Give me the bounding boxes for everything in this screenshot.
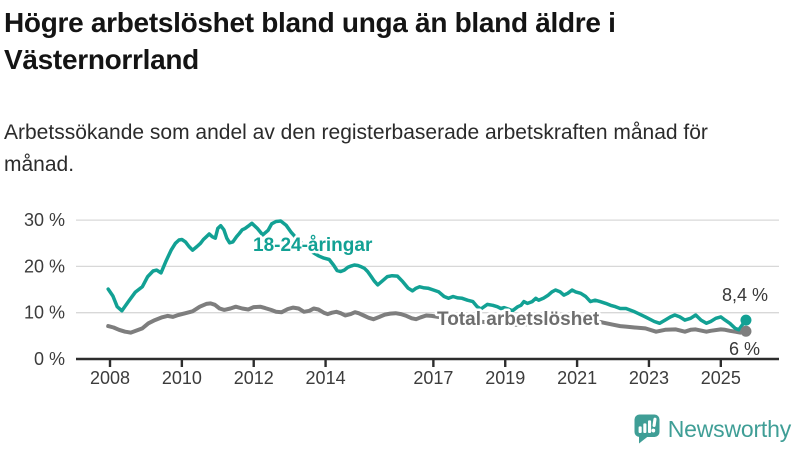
brand-name: Newsworthy: [667, 415, 791, 442]
x-axis-tick-label: 2012: [234, 368, 274, 388]
newsworthy-logo-icon: [634, 414, 660, 444]
x-axis-tick-label: 2014: [306, 368, 346, 388]
x-axis-tick-label: 2023: [629, 368, 669, 388]
y-axis-tick-label: 30 %: [24, 210, 65, 230]
end-dot-total: [740, 325, 752, 337]
x-axis-tick-label: 2008: [90, 368, 130, 388]
y-axis-tick-label: 20 %: [24, 256, 65, 276]
series-label-youth: 18-24-åringar: [253, 235, 373, 256]
series-label-total: Total arbetslöshet: [437, 309, 600, 330]
series-line-total: [106, 301, 748, 335]
page-subtitle: Arbetssökande som andel av den registerb…: [4, 121, 708, 176]
x-axis-tick-label: 2025: [701, 368, 741, 388]
y-axis-tick-label: 0 %: [34, 349, 65, 369]
end-value-label-total: 6 %: [729, 339, 760, 359]
x-axis-tick-label: 2021: [557, 368, 597, 388]
end-value-label-youth: 8,4 %: [722, 285, 768, 305]
page-title: Högre arbetslöshet bland unga än bland ä…: [4, 7, 616, 75]
x-axis-tick-label: 2017: [413, 368, 453, 388]
series-line-youth: [106, 219, 748, 332]
newsworthy-brand-link[interactable]: Newsworthy: [634, 413, 791, 445]
y-axis-tick-label: 10 %: [24, 303, 65, 323]
end-dot-youth: [740, 314, 752, 326]
x-axis-tick-label: 2019: [485, 368, 525, 388]
x-axis-tick-label: 2010: [162, 368, 202, 388]
